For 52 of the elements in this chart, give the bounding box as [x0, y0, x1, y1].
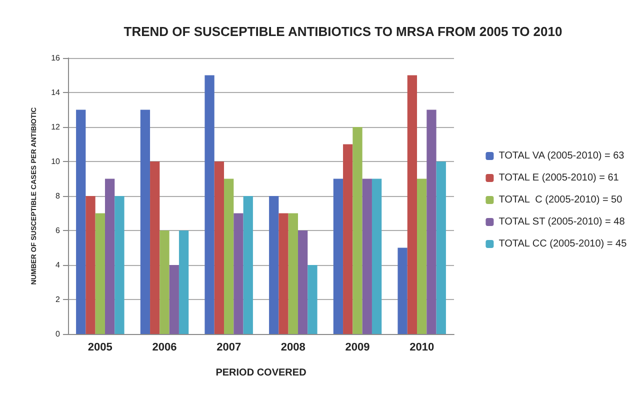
bar	[160, 230, 170, 334]
y-tick-label: 14	[51, 88, 61, 97]
legend-label: TOTAL ST (2005-2010) = 48	[498, 216, 626, 228]
bar	[352, 127, 362, 334]
y-tick-label: 2	[56, 295, 61, 304]
bar	[224, 178, 234, 334]
bar	[417, 178, 427, 334]
bar	[426, 110, 436, 334]
bar	[362, 178, 372, 334]
legend-label: TOTAL E (2005-2010) = 61	[498, 172, 620, 184]
x-axis-title: PERIOD COVERED	[216, 368, 306, 378]
bar	[308, 265, 318, 334]
bar	[86, 196, 96, 334]
bar	[204, 75, 214, 334]
bar	[95, 213, 105, 334]
bar	[114, 196, 124, 334]
bar	[104, 178, 115, 334]
y-tick-label: 0	[56, 330, 61, 338]
bar	[269, 196, 279, 334]
bar	[333, 178, 344, 334]
y-tick-label: 6	[56, 226, 61, 235]
bar	[278, 213, 288, 334]
bar	[234, 213, 244, 334]
y-tick-label: 12	[51, 122, 61, 132]
bar	[140, 110, 150, 334]
x-tick-label: 2005	[88, 342, 112, 354]
x-tick-label: 2006	[152, 342, 177, 354]
y-tick-label: 4	[56, 260, 61, 270]
y-tick-label: 8	[56, 192, 61, 200]
bar	[150, 162, 160, 334]
x-tick-label: 2007	[216, 342, 242, 354]
bar	[288, 213, 298, 334]
bar	[298, 230, 308, 334]
bar	[436, 162, 446, 334]
legend-label: TOTAL C (2005-2010) = 50	[498, 194, 623, 206]
bar	[76, 110, 86, 334]
bar	[343, 144, 353, 334]
bar	[372, 178, 382, 334]
x-tick-label: 2008	[280, 342, 306, 354]
y-tick-label: 10	[51, 157, 61, 166]
bar	[169, 265, 179, 334]
bar	[243, 196, 253, 334]
bar	[178, 230, 189, 334]
chart-title: TREND OF SUSCEPTIBLE ANTIBIOTICS TO MRSA FROM 2005 TO 2010	[124, 24, 562, 39]
y-tick-label: 16	[51, 54, 61, 62]
legend-label: TOTAL CC (2005-2010) = 45	[498, 238, 628, 250]
legend-label: TOTAL VA (2005-2010) = 63	[498, 150, 625, 162]
bar	[214, 162, 224, 334]
x-tick-label: 2010	[410, 342, 434, 354]
x-tick-label: 2009	[345, 342, 370, 354]
bar	[407, 75, 418, 334]
bar	[398, 248, 408, 334]
